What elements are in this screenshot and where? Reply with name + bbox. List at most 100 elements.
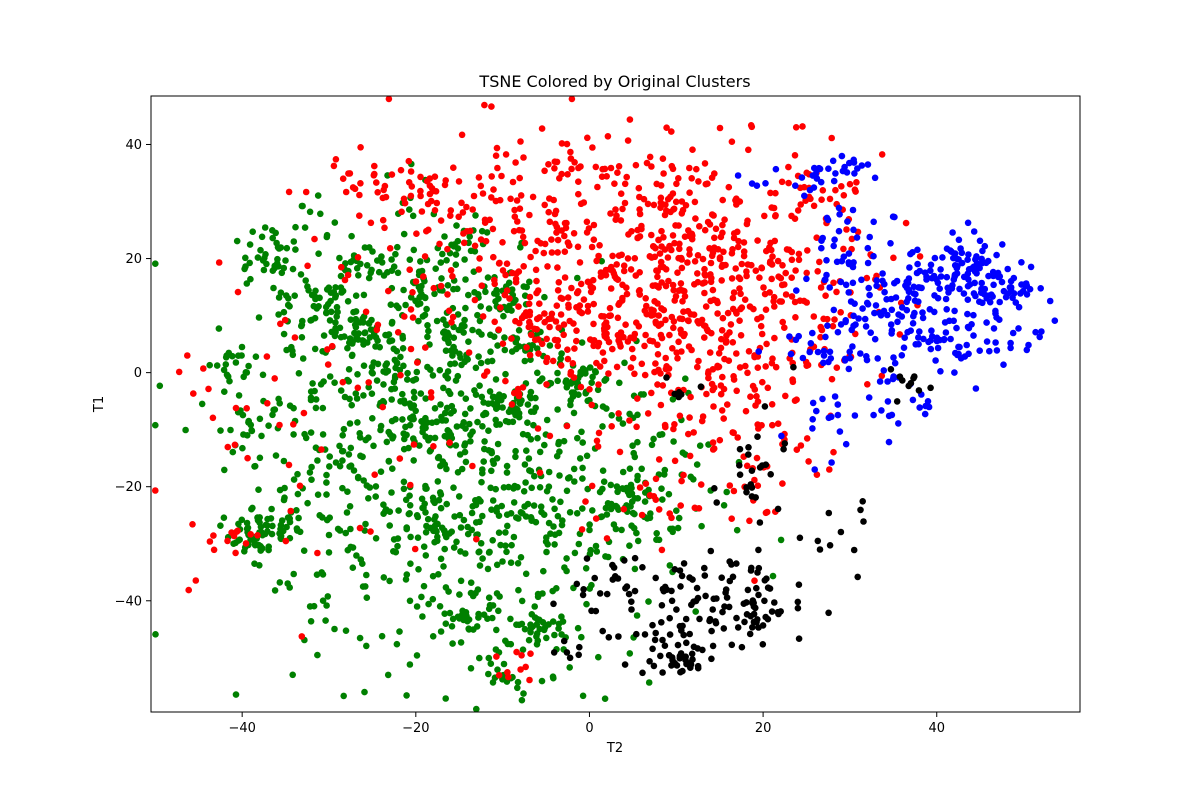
scatter-point [846,354,854,362]
scatter-point [591,574,598,582]
scatter-point [492,152,500,159]
scatter-point [406,266,414,274]
scatter-point [652,475,660,483]
scatter-point [662,423,669,431]
scatter-point [722,586,730,593]
scatter-point [390,378,398,386]
scatter-point [688,650,696,658]
scatter-point [699,255,707,263]
scatter-point [709,386,716,394]
scatter-point [407,192,415,200]
scatter-point [507,559,515,566]
scatter-point [889,375,897,383]
scatter-point [452,251,460,258]
scatter-point [733,614,740,622]
scatter-point [307,396,315,404]
scatter-point [623,173,630,181]
scatter-point [902,219,910,227]
scatter-point [312,404,320,412]
scatter-point [849,279,857,287]
scatter-point [563,422,571,430]
scatter-point [379,216,387,224]
scatter-point [323,602,330,609]
scatter-point [748,261,755,269]
scatter-point [972,385,980,392]
scatter-point [623,290,631,298]
scatter-point [791,397,799,405]
scatter-point [960,290,968,297]
scatter-point [761,577,769,584]
scatter-point [951,262,959,269]
scatter-point [619,205,626,213]
scatter-point [508,541,515,549]
scatter-point [686,251,693,258]
scatter-point [990,281,997,289]
scatter-point [964,256,971,264]
scatter-point [304,499,311,507]
scatter-point [345,366,353,373]
scatter-point [326,317,334,324]
scatter-point [881,280,888,288]
scatter-point [755,624,762,631]
scatter-point [649,282,657,290]
scatter-point [668,162,676,170]
scatter-point [662,316,669,324]
scatter-point [593,548,601,555]
scatter-point [463,612,470,620]
scatter-point [763,247,770,255]
scatter-point [728,275,736,282]
scatter-point [774,608,782,616]
scatter-point [425,327,432,335]
scatter-point [504,669,511,676]
scatter-point [680,471,687,479]
scatter-point [666,242,673,250]
scatter-point [616,448,624,456]
scatter-point [602,553,609,560]
scatter-point [543,634,550,642]
scatter-point [576,259,584,266]
scatter-point [467,589,475,597]
scatter-point [793,287,800,294]
scatter-point [843,169,851,176]
scatter-point [845,289,852,296]
scatter-point [558,631,565,638]
scatter-point [407,414,414,422]
scatter-point [1037,285,1044,292]
scatter-point [515,586,522,594]
scatter-point [626,116,634,123]
scatter-point [683,660,690,668]
scatter-point [487,484,495,492]
scatter-point [371,471,379,479]
scatter-point [564,355,572,363]
scatter-point [299,355,307,362]
scatter-point [970,332,977,339]
scatter-point [701,265,708,273]
scatter-point [601,357,608,365]
scatter-point [461,410,469,418]
scatter-point [717,344,725,352]
scatter-point [407,481,414,489]
scatter-point [461,256,468,263]
scatter-point [359,453,366,461]
scatter-point [306,603,314,610]
scatter-point [456,591,463,598]
scatter-point [638,511,646,519]
scatter-point [602,504,610,512]
scatter-point [686,630,693,638]
scatter-point [624,255,632,262]
scatter-point [488,357,496,365]
scatter-point [653,530,660,537]
scatter-point [570,230,578,237]
scatter-point [956,343,963,351]
scatter-point [704,180,711,187]
x-tick-label: 0 [585,721,593,736]
scatter-point [761,403,769,410]
scatter-point [810,184,818,191]
scatter-point [999,241,1006,248]
scatter-point [510,499,518,506]
scatter-point [525,636,533,644]
scatter-point [274,255,281,263]
scatter-point [716,124,724,132]
scatter-point [580,296,588,303]
scatter-point [745,444,752,451]
